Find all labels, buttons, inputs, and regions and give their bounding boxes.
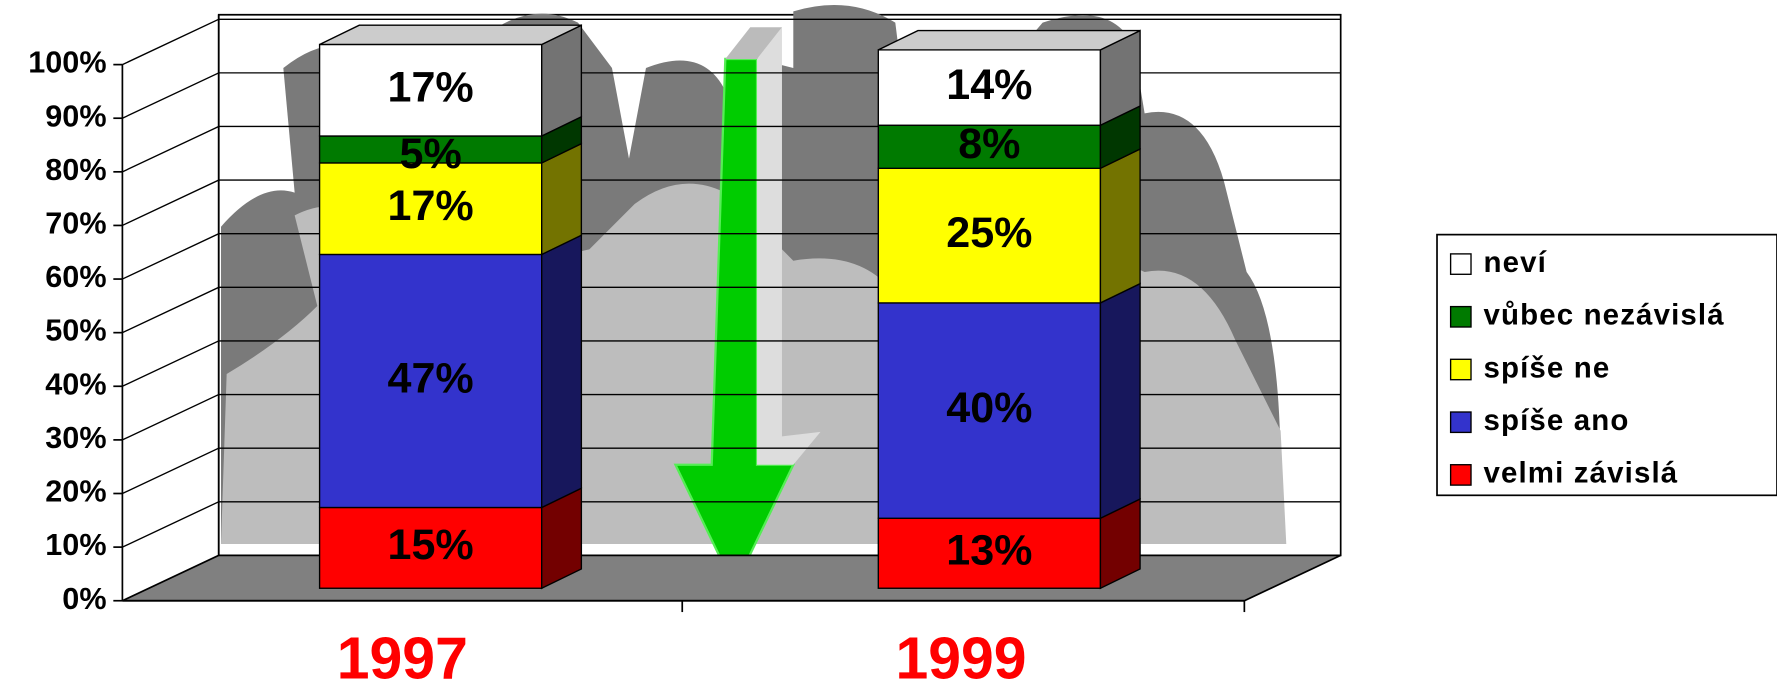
legend-swatch [1449,411,1472,434]
y-tick-label: 10% [45,528,106,562]
value-label: 47% [388,354,474,402]
bar-side [1099,282,1141,520]
y-tick-label: 40% [45,367,106,401]
value-label: 17% [388,182,474,230]
y-tick-label: 50% [45,314,106,348]
bar-segment [318,162,543,256]
bar-segment [318,253,543,509]
value-label: 5% [400,130,462,178]
y-tick-label: 20% [45,475,106,509]
legend [1436,233,1777,497]
y-tick-label: 30% [45,421,106,455]
bar-top [878,29,1141,51]
bar-segment [877,124,1102,169]
legend-swatch [1449,305,1472,328]
y-tick-label: 70% [45,207,106,241]
value-label: 8% [958,120,1020,168]
value-label: 17% [388,64,474,112]
y-tick-label: 60% [45,260,106,294]
bar-segment [318,43,543,137]
legend-swatch [1449,464,1472,486]
y-tick-label: 80% [45,153,106,187]
bar-segment [877,49,1102,126]
legend-label: vůbec nezávislá [1483,299,1724,332]
legend-label: velmi závislá [1483,457,1678,490]
floor [122,554,1342,602]
legend-label: neví [1483,246,1546,279]
y-tick-label: 0% [62,582,106,616]
x-tick-label: 1999 [895,627,1026,688]
bar-top [319,24,582,46]
legend-label: spíše ano [1483,404,1629,437]
bar-side [541,234,583,509]
bar-segment [877,302,1102,519]
value-label: 25% [946,209,1032,257]
bar-segment [877,167,1102,304]
legend-swatch [1449,253,1472,275]
y-tick-label: 90% [45,99,106,133]
y-tick-label: 100% [28,46,106,80]
x-tick-label: 1997 [337,627,468,688]
value-label: 15% [388,521,474,569]
legend-label: spíše ne [1483,351,1610,384]
legend-swatch [1449,358,1472,381]
value-label: 13% [946,527,1032,575]
bar-side [1099,147,1141,304]
value-label: 14% [946,61,1032,109]
bar-segment [318,506,543,589]
value-label: 40% [946,384,1032,432]
